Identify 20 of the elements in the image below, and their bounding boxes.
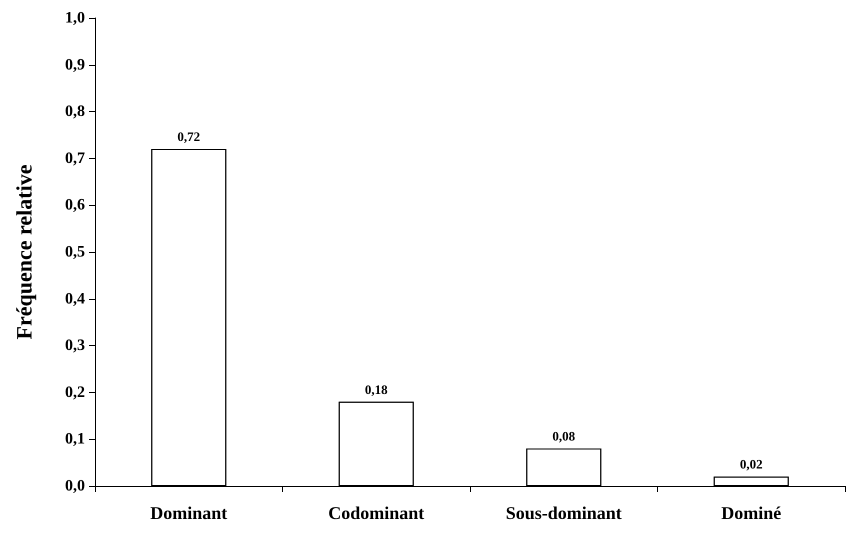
x-tick-label: Sous-dominant <box>506 503 622 523</box>
data-label: 0,18 <box>364 382 388 397</box>
y-tick-label: 0,4 <box>65 290 85 308</box>
y-tick-label: 0,5 <box>65 244 85 260</box>
y-tick-label: 0,6 <box>65 196 85 214</box>
y-tick-label: 0,1 <box>65 430 85 448</box>
y-tick-label: 0,3 <box>65 337 85 354</box>
x-tick-label: Codominant <box>328 503 424 523</box>
y-tick-label: 1,0 <box>65 10 85 26</box>
data-label: 0,08 <box>552 428 576 444</box>
x-tick-label: Dominé <box>721 503 782 523</box>
y-tick-label: 0,2 <box>65 384 85 401</box>
y-tick-label: 0,0 <box>65 478 85 494</box>
y-tick-label: 0,7 <box>65 150 85 167</box>
data-label: 0,02 <box>740 456 763 472</box>
y-axis-title: Fréquence relative <box>12 164 36 340</box>
x-tick-label: Dominant <box>150 503 228 523</box>
data-label: 0,72 <box>177 129 200 144</box>
y-tick-label: 0,8 <box>65 103 85 120</box>
y-tick-label: 0,9 <box>65 56 85 74</box>
